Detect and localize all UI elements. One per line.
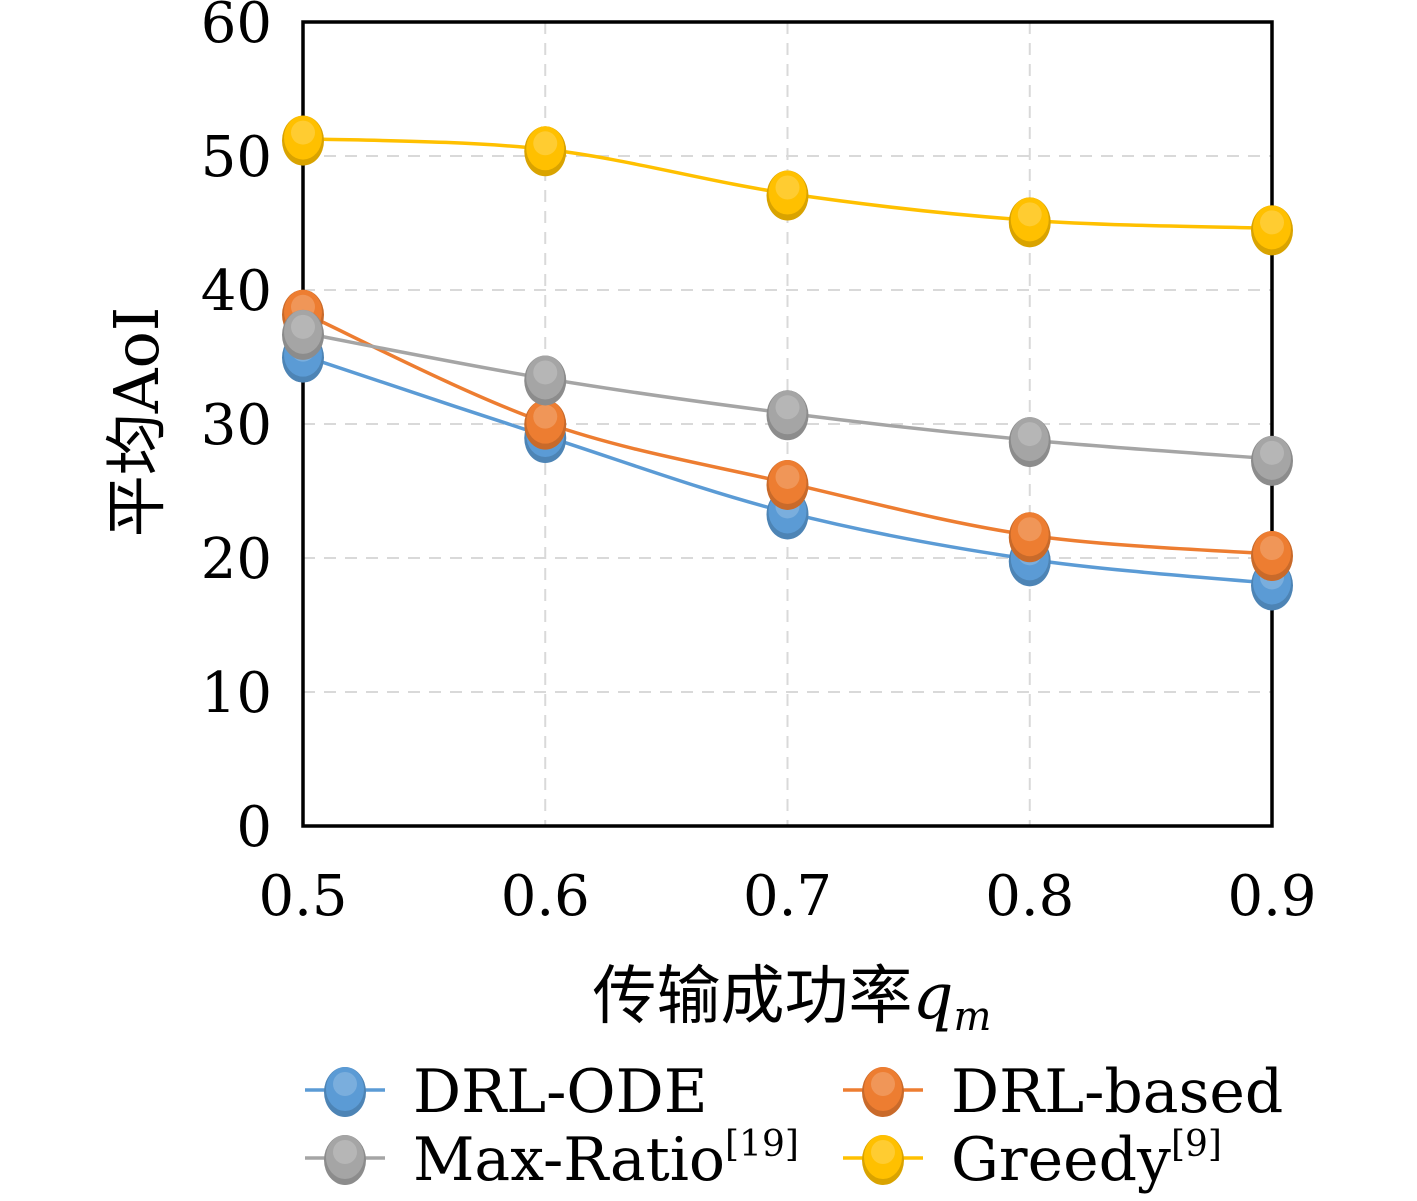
legend-marker bbox=[324, 1067, 366, 1117]
y-tick-label: 40 bbox=[201, 259, 272, 324]
legend-label-citation: [19] bbox=[725, 1124, 799, 1165]
legend-label: DRL-ODE bbox=[413, 1057, 708, 1127]
marker-highlight bbox=[533, 360, 558, 385]
legend-item-max-ratio: Max-Ratio[19] bbox=[305, 1124, 799, 1195]
legend-marker bbox=[862, 1067, 904, 1117]
y-tick-label: 10 bbox=[201, 661, 272, 726]
marker-highlight bbox=[1017, 517, 1042, 542]
legend-marker bbox=[324, 1135, 366, 1185]
data-point-drl-based-1 bbox=[524, 399, 567, 450]
y-tick-label: 50 bbox=[201, 125, 272, 190]
y-tick-label: 60 bbox=[201, 0, 272, 56]
data-point-max-ratio-1 bbox=[524, 355, 567, 406]
data-point-drl-based-3 bbox=[1008, 512, 1051, 563]
series-max-ratio bbox=[282, 309, 1293, 486]
x-tick-label: 0.7 bbox=[743, 864, 832, 929]
x-tick-label: 0.5 bbox=[258, 864, 347, 929]
legend-label: Greedy[9] bbox=[951, 1124, 1222, 1195]
marker-highlight bbox=[871, 1072, 895, 1096]
legend-item-greedy: Greedy[9] bbox=[843, 1124, 1222, 1195]
plot-area-frame bbox=[301, 20, 1274, 828]
y-axis-tick-labels: 0 10 20 30 40 50 60 bbox=[201, 0, 272, 860]
x-tick-label: 0.8 bbox=[985, 864, 1074, 929]
x-axis-title: 传输成功率qm bbox=[593, 960, 992, 1040]
x-axis-title-subscript: m bbox=[954, 994, 992, 1040]
marker-highlight bbox=[775, 395, 800, 420]
data-point-drl-based-2 bbox=[766, 459, 809, 510]
legend-label-name: Greedy bbox=[951, 1125, 1171, 1195]
y-tick-label: 30 bbox=[201, 393, 272, 458]
legend-label-name: DRL-ODE bbox=[413, 1057, 708, 1127]
marker-highlight bbox=[533, 404, 558, 429]
x-axis-title-text: 传输成功率 bbox=[593, 960, 913, 1034]
legend-label: Max-Ratio[19] bbox=[413, 1124, 799, 1195]
marker-highlight bbox=[1260, 210, 1284, 235]
data-point-greedy-4 bbox=[1251, 205, 1293, 256]
marker-highlight bbox=[775, 175, 800, 200]
data-point-max-ratio-3 bbox=[1008, 417, 1051, 468]
data-point-greedy-0 bbox=[282, 115, 324, 166]
legend-label: DRL-based bbox=[951, 1057, 1283, 1127]
data-point-max-ratio-2 bbox=[766, 390, 809, 441]
legend-label-citation: [9] bbox=[1171, 1124, 1222, 1165]
marker-highlight bbox=[775, 464, 800, 489]
marker-highlight bbox=[333, 1140, 357, 1164]
data-point-max-ratio-0 bbox=[282, 309, 324, 360]
data-point-greedy-1 bbox=[524, 126, 567, 177]
series-greedy bbox=[282, 115, 1293, 256]
marker-highlight bbox=[871, 1140, 895, 1164]
legend: DRL-ODE DRL-based Max-Ratio[19] Greedy[9] bbox=[305, 1057, 1283, 1195]
legend-label-name: DRL-based bbox=[951, 1057, 1283, 1127]
data-point-max-ratio-4 bbox=[1251, 435, 1293, 486]
x-tick-label: 0.6 bbox=[501, 864, 590, 929]
marker-highlight bbox=[1017, 422, 1042, 447]
marker-highlight bbox=[1017, 202, 1042, 227]
y-tick-label: 20 bbox=[201, 527, 272, 592]
y-axis-title: 平均AoI bbox=[100, 307, 173, 538]
y-tick-label: 0 bbox=[236, 795, 272, 860]
marker-highlight bbox=[533, 131, 558, 156]
x-axis-title-variable: q bbox=[913, 960, 954, 1034]
series-layer bbox=[282, 115, 1293, 611]
marker-highlight bbox=[333, 1072, 357, 1096]
marker-highlight bbox=[291, 314, 315, 339]
data-point-greedy-2 bbox=[766, 170, 809, 221]
x-tick-label: 0.9 bbox=[1227, 864, 1316, 929]
marker-highlight bbox=[291, 120, 315, 145]
marker-highlight bbox=[1260, 440, 1284, 465]
data-point-drl-based-4 bbox=[1251, 530, 1293, 581]
marker-highlight bbox=[1260, 535, 1284, 560]
x-axis-tick-labels: 0.5 0.6 0.7 0.8 0.9 bbox=[258, 864, 1316, 929]
legend-item-drl-ode: DRL-ODE bbox=[305, 1057, 708, 1127]
legend-marker bbox=[862, 1135, 904, 1185]
legend-item-drl-based: DRL-based bbox=[843, 1057, 1283, 1127]
legend-label-name: Max-Ratio bbox=[413, 1125, 725, 1195]
data-point-greedy-3 bbox=[1008, 197, 1051, 248]
